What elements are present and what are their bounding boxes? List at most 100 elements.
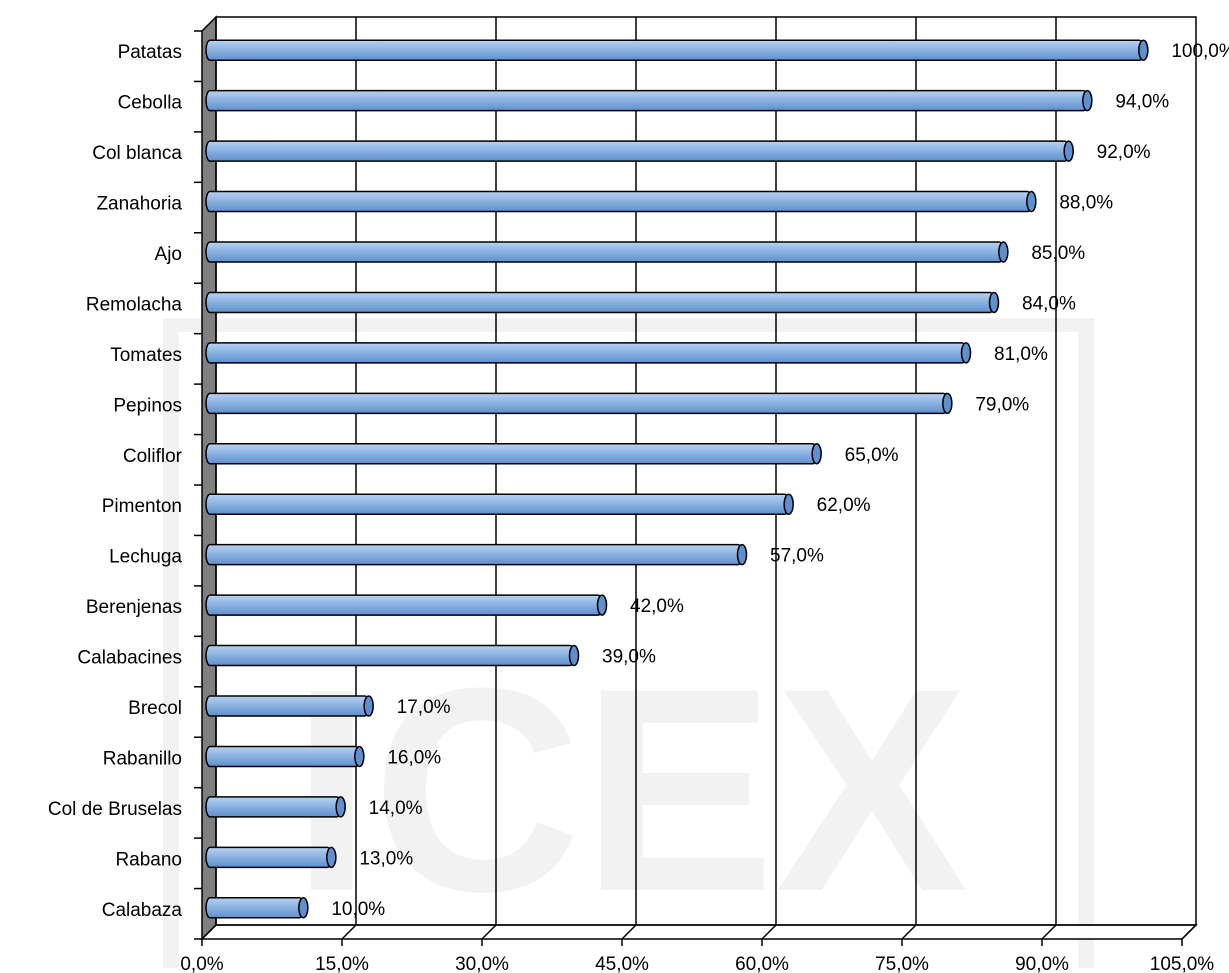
data-label: 62,0%: [817, 495, 871, 516]
bar-cap: [783, 493, 794, 515]
bar: [205, 190, 1037, 213]
category-label: Ajo: [155, 244, 182, 265]
bar-cap: [960, 342, 972, 364]
x-tick-label: 15,0%: [315, 954, 369, 973]
bar: [205, 443, 822, 465]
bar: [205, 695, 374, 717]
category-label: Rabano: [115, 849, 182, 870]
bar: [205, 291, 1000, 314]
bar-cap: [1138, 39, 1149, 61]
watermark-bar-left: [163, 318, 179, 968]
data-label: 79,0%: [975, 394, 1029, 415]
category-label: Zanahoria: [96, 194, 182, 215]
data-label: 17,0%: [397, 697, 451, 718]
bar-body: [205, 241, 1005, 263]
bar: [205, 543, 748, 566]
bar: [205, 342, 972, 364]
floor-grid-diagonal: [1181, 924, 1197, 940]
bar: [205, 39, 1149, 61]
data-label: 85,0%: [1031, 243, 1085, 264]
bar-body: [205, 342, 967, 364]
x-tick-label: 30,0%: [455, 954, 509, 973]
bar-body: [205, 846, 333, 869]
bar: [205, 594, 608, 616]
watermark-bar-top: [163, 318, 1094, 332]
bar-cap: [335, 796, 346, 818]
bar-body: [205, 39, 1145, 61]
data-label: 10,0%: [331, 899, 385, 920]
category-label: Calabaza: [102, 900, 183, 921]
floor-grid-diagonal: [901, 924, 917, 940]
x-tick-label: 60,0%: [735, 954, 789, 973]
bar-body: [205, 543, 743, 566]
x-tick-label: 45,0%: [595, 954, 649, 973]
bar-body: [205, 493, 790, 515]
category-label: Rabanillo: [103, 748, 182, 769]
bar-cap: [1082, 89, 1093, 112]
category-label: Col de Bruselas: [48, 799, 182, 820]
bar: [205, 846, 337, 869]
bar-body: [205, 897, 305, 919]
bar: [205, 89, 1093, 112]
bar-body: [205, 190, 1033, 213]
bar: [205, 493, 794, 515]
bar-body: [205, 796, 342, 818]
data-label: 42,0%: [630, 596, 684, 617]
bar-body: [205, 594, 603, 616]
bar: [205, 241, 1009, 263]
bar-cap: [998, 241, 1009, 263]
floor-grid-diagonal: [761, 924, 777, 940]
category-label: Remolacha: [86, 294, 183, 315]
bar: [205, 392, 953, 415]
watermark-text: ICEX: [292, 628, 970, 952]
data-label: 92,0%: [1097, 142, 1151, 163]
category-label: Pimenton: [102, 496, 182, 517]
bar: [205, 644, 580, 667]
category-label: Cebolla: [118, 93, 183, 114]
bar-body: [205, 644, 575, 667]
category-label: Brecol: [128, 698, 182, 719]
data-label: 100,0%: [1171, 41, 1229, 62]
bar-cap: [811, 443, 822, 465]
category-label: Coliflor: [123, 446, 183, 467]
category-label: Berenjenas: [86, 597, 182, 618]
floor-grid-diagonal: [1041, 924, 1057, 940]
bar-body: [205, 392, 949, 415]
bar-cap: [326, 846, 337, 869]
data-label: 14,0%: [369, 798, 423, 819]
bar-body: [205, 291, 995, 314]
bar: [205, 796, 346, 818]
bar-cap: [942, 392, 953, 415]
data-label: 13,0%: [359, 848, 413, 869]
bar-cap: [363, 695, 374, 717]
category-label: Patatas: [118, 42, 182, 63]
bar-body: [205, 745, 361, 768]
category-label: Tomates: [110, 345, 182, 366]
bar-cap: [1063, 140, 1074, 162]
bar-cap: [736, 543, 748, 566]
data-label: 65,0%: [845, 445, 899, 466]
bar-cap: [988, 291, 1000, 314]
bar-body: [205, 89, 1089, 112]
bar-cap: [568, 644, 580, 667]
watermark-bar-right: [1078, 318, 1094, 968]
data-label: 81,0%: [994, 344, 1048, 365]
floor-grid-diagonal: [201, 924, 217, 940]
bar-cap: [354, 745, 365, 768]
data-label: 57,0%: [770, 546, 824, 567]
data-label: 88,0%: [1059, 193, 1113, 214]
floor-grid-diagonal: [621, 924, 637, 940]
bar: [205, 897, 309, 919]
x-tick-label: 75,0%: [875, 954, 929, 973]
bar: [205, 140, 1074, 162]
data-label: 16,0%: [387, 747, 441, 768]
floor: [200, 924, 1198, 940]
x-tick-label: 105,0%: [1150, 954, 1215, 973]
plot-area: [215, 16, 1197, 926]
data-label: 94,0%: [1115, 92, 1169, 113]
bar-body: [205, 140, 1070, 162]
x-tick-label: 0,0%: [180, 954, 223, 973]
bar-cap: [298, 897, 309, 919]
category-label: Col blanca: [92, 143, 182, 164]
